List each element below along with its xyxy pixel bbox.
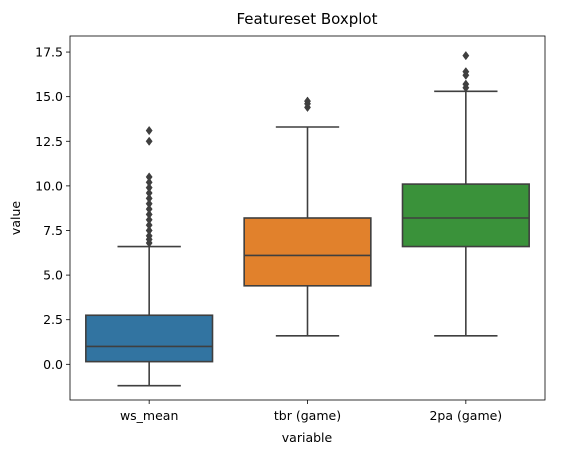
outlier-point bbox=[145, 209, 153, 220]
outlier-point bbox=[145, 177, 153, 187]
y-tick-label: 17.5 bbox=[35, 45, 63, 60]
outlier-point bbox=[145, 204, 153, 214]
outlier-point bbox=[145, 136, 153, 146]
outlier-point bbox=[145, 188, 153, 198]
outlier-point bbox=[304, 96, 311, 106]
y-tick-label: 10.0 bbox=[35, 178, 63, 193]
outlier-point bbox=[145, 193, 153, 203]
y-tick-label: 2.5 bbox=[43, 312, 63, 327]
x-axis-label: variable bbox=[282, 430, 333, 445]
outlier-point bbox=[145, 215, 153, 225]
y-tick-label: 15.0 bbox=[35, 89, 63, 104]
outlier-point bbox=[462, 51, 470, 61]
box-ws-mean bbox=[85, 314, 214, 363]
outlier-point bbox=[145, 199, 153, 209]
x-tick-label: 2pa (game) bbox=[429, 408, 502, 423]
box-tbr-game- bbox=[243, 217, 372, 287]
x-tick-label: ws_mean bbox=[120, 408, 178, 423]
y-tick-label: 0.0 bbox=[43, 357, 63, 372]
outlier-point bbox=[145, 220, 153, 230]
y-tick-label: 7.5 bbox=[43, 223, 63, 238]
outlier-point bbox=[145, 183, 153, 193]
outlier-point bbox=[462, 79, 470, 89]
outlier-point bbox=[145, 225, 153, 236]
y-tick-label: 12.5 bbox=[35, 134, 63, 149]
outlier-point bbox=[462, 67, 470, 77]
box-2pa-game- bbox=[401, 183, 530, 248]
outlier-point bbox=[145, 231, 153, 241]
plot-area: 0.0 2.5 5.0 7.5 10.0 12.5 15.0 17.5 ws_mean tbr (… bbox=[35, 35, 546, 423]
x-tick-label: tbr (game) bbox=[274, 408, 341, 423]
y-axis-label: value bbox=[8, 201, 23, 235]
y-tick-label: 5.0 bbox=[43, 268, 63, 283]
outlier-point bbox=[145, 172, 153, 182]
chart-title: Featureset Boxplot bbox=[236, 10, 377, 28]
outlier-point bbox=[145, 125, 153, 136]
